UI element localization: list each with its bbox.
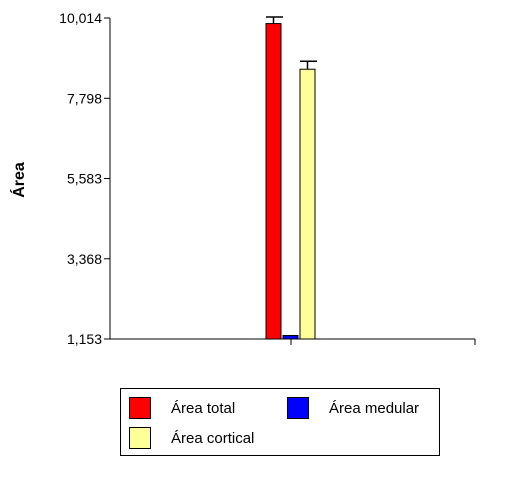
legend-item-area-total: Área total [129, 397, 235, 419]
legend-item-area-cortical: Área cortical [129, 427, 254, 449]
chart-bars [265, 16, 317, 340]
y-tick-label: 10,014 [59, 10, 102, 26]
legend-swatch-area-medular [287, 397, 309, 419]
y-tick-label: 5,583 [67, 171, 102, 187]
bar [265, 23, 282, 340]
y-tick-label: 1,153 [67, 331, 102, 347]
legend-label-area-total: Área total [171, 399, 236, 417]
legend-swatch-area-cortical [129, 427, 151, 449]
bar [299, 68, 316, 340]
legend-item-area-medular: Área medular [287, 397, 419, 419]
bar [282, 334, 299, 340]
y-tick-label: 7,798 [67, 90, 102, 106]
legend: Área total Área medular Área cortical [120, 388, 440, 456]
y-axis-label: Área [9, 162, 28, 198]
chart-axes: 1,153 3,368 5,583 7,798 10,014 [59, 10, 476, 347]
legend-label-area-medular: Área medular [329, 399, 420, 417]
legend-label-area-cortical: Área cortical [171, 429, 255, 447]
legend-swatch-area-total [129, 397, 151, 419]
y-tick-label: 3,368 [67, 251, 102, 267]
